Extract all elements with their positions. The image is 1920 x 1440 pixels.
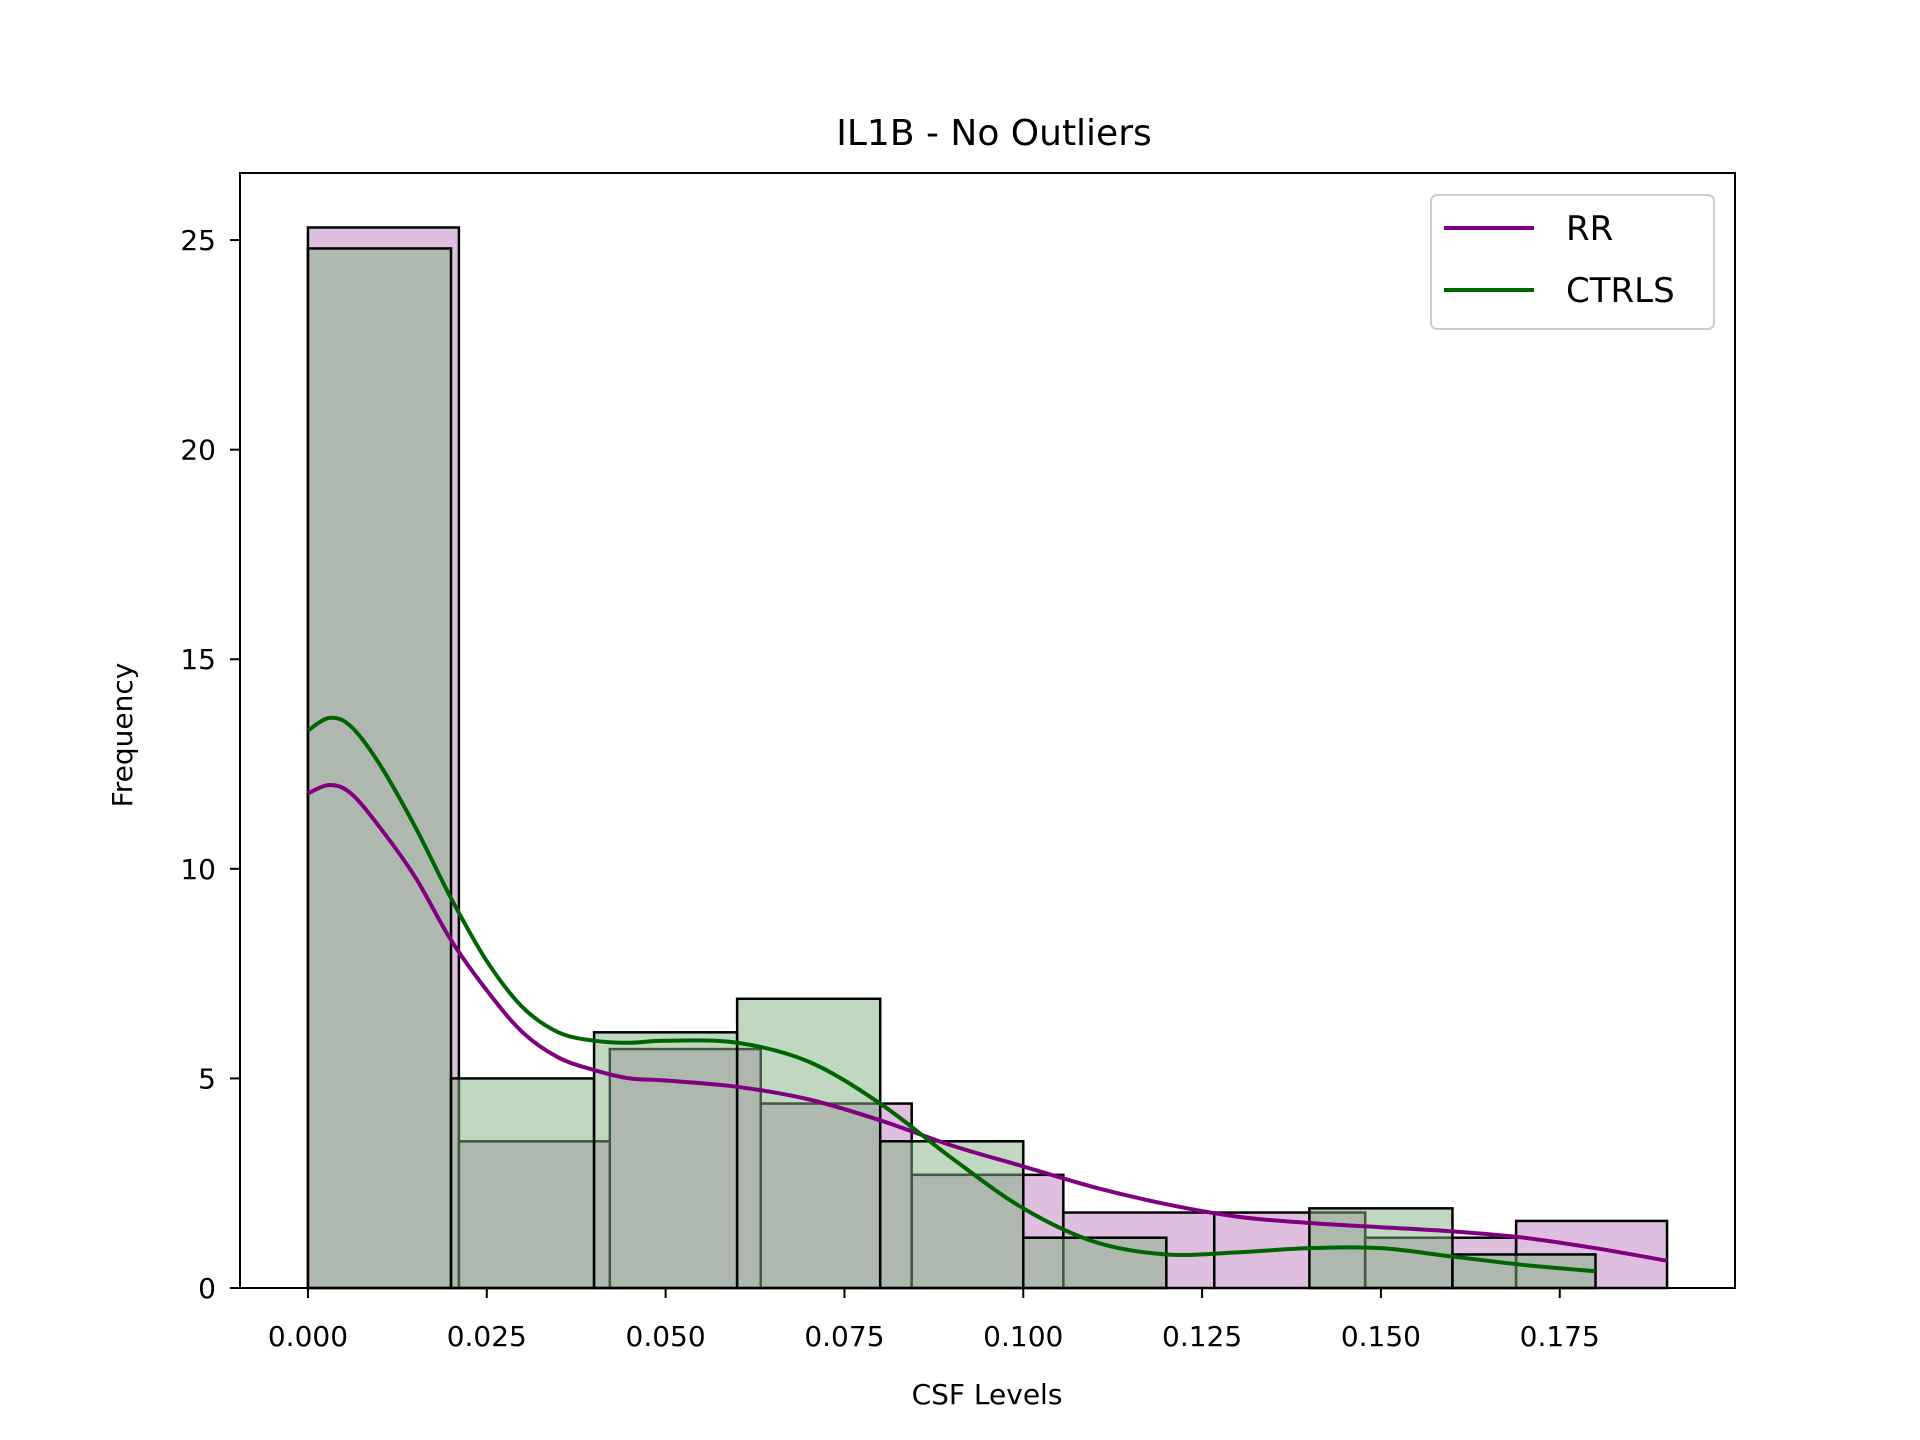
x-tick-label: 0.175 bbox=[1520, 1320, 1600, 1353]
series-ctrls-bars bbox=[306, 247, 1597, 1290]
legend: RR CTRLS bbox=[1430, 194, 1715, 330]
y-tick-label: 10 bbox=[180, 853, 216, 886]
x-tick-label: 0.150 bbox=[1341, 1320, 1421, 1353]
y-tick-label: 15 bbox=[180, 643, 216, 676]
x-tick-label: 0.100 bbox=[983, 1320, 1063, 1353]
x-tick-label: 0.125 bbox=[1162, 1320, 1242, 1353]
y-axis-label: Frequency bbox=[106, 663, 139, 808]
y-tick-label: 25 bbox=[180, 224, 216, 257]
legend-label-rr: RR bbox=[1566, 209, 1613, 249]
chart-title: IL1B - No Outliers bbox=[836, 113, 1152, 154]
histogram-bar bbox=[592, 1031, 739, 1290]
axes-frame bbox=[239, 172, 1736, 1289]
histogram-bar bbox=[1022, 1236, 1168, 1290]
kde-line-rr bbox=[307, 782, 1668, 1263]
x-tick-label: 0.050 bbox=[626, 1320, 706, 1353]
kde-line-ctrls bbox=[306, 715, 1596, 1274]
histogram-bar bbox=[306, 247, 453, 1290]
plot-area bbox=[306, 226, 1669, 1290]
x-tick-label: 0.075 bbox=[804, 1320, 884, 1353]
histogram-bar bbox=[878, 1140, 1025, 1290]
histogram-bar bbox=[449, 1077, 596, 1290]
y-tick-label: 20 bbox=[180, 434, 216, 467]
x-axis-label: CSF Levels bbox=[912, 1378, 1063, 1411]
y-tick-label: 5 bbox=[198, 1062, 216, 1095]
x-tick-label: 0.025 bbox=[447, 1320, 527, 1353]
legend-label-ctrls: CTRLS bbox=[1566, 271, 1675, 311]
y-tick-label: 0 bbox=[198, 1272, 216, 1305]
x-tick-label: 0.000 bbox=[268, 1320, 348, 1353]
histogram-bar bbox=[735, 997, 882, 1290]
axes: 0.000 0.025 0.050 0.075 0.100 0.125 0.150 0.175… bbox=[180, 224, 1599, 1353]
